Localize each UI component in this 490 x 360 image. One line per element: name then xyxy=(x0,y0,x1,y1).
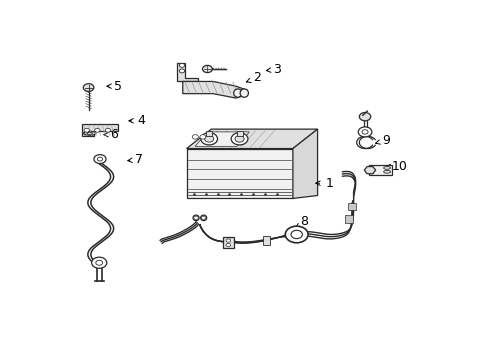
Circle shape xyxy=(202,66,212,73)
Ellipse shape xyxy=(384,170,391,173)
Text: 1: 1 xyxy=(316,177,333,190)
Ellipse shape xyxy=(240,89,248,97)
Circle shape xyxy=(95,128,100,132)
Ellipse shape xyxy=(384,167,391,169)
Circle shape xyxy=(205,135,214,142)
FancyBboxPatch shape xyxy=(187,149,293,198)
Text: 6: 6 xyxy=(104,128,119,141)
Circle shape xyxy=(226,243,231,247)
Polygon shape xyxy=(364,167,376,174)
Text: 4: 4 xyxy=(129,114,145,127)
Text: 7: 7 xyxy=(128,153,143,166)
Circle shape xyxy=(201,133,218,145)
Circle shape xyxy=(105,128,111,132)
Circle shape xyxy=(83,84,94,91)
Text: 10: 10 xyxy=(386,160,408,173)
Text: 8: 8 xyxy=(295,216,309,229)
Text: 3: 3 xyxy=(267,63,281,76)
Circle shape xyxy=(285,226,308,243)
FancyBboxPatch shape xyxy=(347,203,356,210)
Ellipse shape xyxy=(200,215,207,221)
FancyBboxPatch shape xyxy=(223,237,234,248)
Polygon shape xyxy=(195,132,249,146)
Circle shape xyxy=(231,133,248,145)
Circle shape xyxy=(201,216,206,220)
FancyBboxPatch shape xyxy=(369,166,392,175)
Circle shape xyxy=(226,239,231,242)
Circle shape xyxy=(179,63,185,67)
Text: 5: 5 xyxy=(107,80,122,93)
FancyBboxPatch shape xyxy=(237,131,243,135)
Circle shape xyxy=(96,260,102,265)
Circle shape xyxy=(362,130,368,134)
Polygon shape xyxy=(187,129,318,149)
Polygon shape xyxy=(183,81,247,98)
Circle shape xyxy=(194,216,198,220)
Polygon shape xyxy=(293,129,318,198)
FancyBboxPatch shape xyxy=(345,215,353,223)
Circle shape xyxy=(94,155,106,163)
Circle shape xyxy=(291,230,302,239)
Circle shape xyxy=(192,135,198,139)
Ellipse shape xyxy=(234,89,242,97)
Polygon shape xyxy=(177,63,198,81)
Circle shape xyxy=(359,112,371,121)
Ellipse shape xyxy=(87,132,93,134)
Ellipse shape xyxy=(193,215,199,221)
Circle shape xyxy=(358,127,372,137)
Circle shape xyxy=(84,128,89,132)
Circle shape xyxy=(98,157,102,161)
Ellipse shape xyxy=(84,131,96,135)
Circle shape xyxy=(235,135,244,142)
Circle shape xyxy=(92,257,107,268)
FancyBboxPatch shape xyxy=(263,237,270,245)
Polygon shape xyxy=(82,125,118,136)
Circle shape xyxy=(200,135,206,139)
Circle shape xyxy=(179,69,185,73)
Text: 2: 2 xyxy=(246,71,261,84)
Text: 9: 9 xyxy=(376,134,390,147)
FancyBboxPatch shape xyxy=(206,131,212,135)
